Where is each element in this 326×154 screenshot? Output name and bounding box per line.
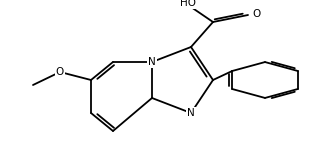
Text: N: N [148,57,156,67]
Text: N: N [187,108,195,118]
Text: O: O [56,67,64,77]
Text: HO: HO [180,0,196,8]
Text: O: O [252,9,260,19]
